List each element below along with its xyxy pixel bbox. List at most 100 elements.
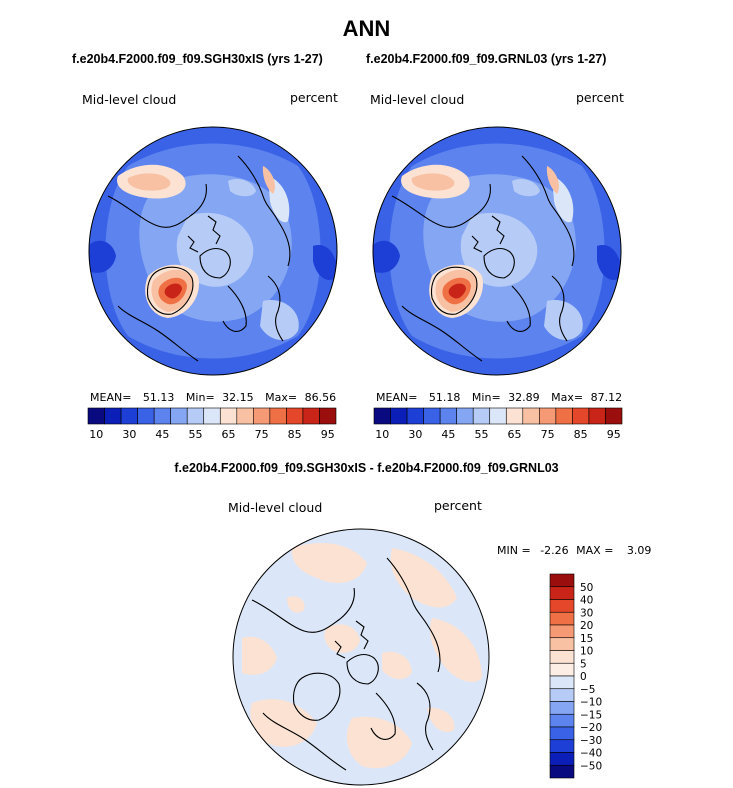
panel2-colorbar-box [373, 407, 391, 425]
main-title: ANN [342, 16, 391, 41]
panel1-colorbar-box [104, 407, 122, 425]
diff-colorbar-box [549, 637, 575, 651]
diff-units-label: percent [434, 498, 482, 513]
diff-colorbar-tick-label: 0 [580, 671, 587, 683]
panel2-mean-label: MEAN= [376, 391, 418, 404]
panel2-max-value: 87.12 [590, 391, 623, 404]
diff-colorbar-box [549, 739, 575, 753]
diff-colorbar-tick-label: −20 [580, 722, 602, 734]
panel2-colorbar-tick-label: 45 [441, 428, 455, 441]
panel1-colorbar-box [87, 407, 105, 425]
panel2-field-label: Mid-level cloud [370, 92, 465, 107]
panel2-units-label: percent [576, 90, 624, 105]
panel2-colorbar-box [406, 407, 424, 425]
diff-colorbar-tick-label: 50 [580, 582, 593, 594]
panel2-colorbar-box [522, 407, 540, 425]
panel1-colorbar-box [186, 407, 205, 425]
panel1-colorbar-tick-label: 10 [89, 428, 103, 441]
diff-colorbar-tick-label: −30 [580, 735, 602, 747]
panel2-colorbar-tick-label: 55 [474, 428, 488, 441]
panel2-colorbar-box [456, 407, 474, 425]
panel2-colorbar-box [505, 407, 524, 425]
panel2-colorbar-box [555, 407, 573, 425]
panel1-max-value: 86.56 [304, 391, 337, 404]
panel2-colorbar-tick-label: 85 [574, 428, 588, 441]
panel1-case-title: f.e20b4.F2000.f09_f09.SGH30xIS (yrs 1-27… [72, 52, 323, 66]
diff-colorbar-box [549, 764, 575, 779]
panel2-max-label: Max= [551, 391, 584, 404]
panel2-colorbar-box [439, 407, 457, 425]
diff-min-value: -2.26 [540, 544, 569, 557]
diff-colorbar-tick-label: 15 [580, 633, 593, 645]
diff-colorbar-tick-label: 20 [580, 620, 593, 632]
panel1-colorbar: 10 30 45 55 65 75 85 95 [87, 407, 337, 441]
panel2-colorbar-box [588, 407, 606, 425]
panel1-max-label: Max= [265, 391, 298, 404]
panel1-colorbar-box [170, 407, 188, 425]
panel1-colorbar-box [269, 407, 287, 425]
panel2-colorbar: 10 30 45 55 65 75 85 95 [373, 407, 623, 441]
panel2-colorbar-box [489, 407, 507, 425]
panel2-colorbar-tick-label: 30 [408, 428, 422, 441]
panel2-colorbar-tick-label: 10 [375, 428, 389, 441]
panel2-colorbar-box [572, 407, 590, 425]
diff-colorbar-tick-label: 40 [580, 595, 593, 607]
diff-field-label: Mid-level cloud [228, 500, 323, 515]
diff-colorbar-box [549, 586, 575, 600]
panel1-colorbar-tick-label: 85 [288, 428, 302, 441]
panel1-colorbar-tick-label: 30 [122, 428, 136, 441]
panel1-min-value: 32.15 [222, 391, 254, 404]
diff-colorbar-tick-label: 30 [580, 607, 593, 619]
diff-max-label: MAX = [576, 544, 614, 557]
diff-colorbar-box [549, 662, 575, 677]
panel2-colorbar-tick-label: 65 [508, 428, 522, 441]
diff-max-value: 3.09 [626, 544, 652, 557]
panel1-mean-value: 51.13 [142, 391, 175, 404]
panel2-colorbar-tick-label: 95 [607, 428, 621, 441]
panel1-colorbar-box [219, 407, 238, 425]
panel1-colorbar-box [302, 407, 320, 425]
panel1-colorbar-box [286, 407, 304, 425]
diff-colorbar-box [549, 599, 575, 613]
diff-colorbar-box [549, 573, 575, 588]
diff-colorbar-tick-label: −15 [580, 709, 602, 721]
panel2-min-value: 32.89 [508, 391, 540, 404]
diff-colorbar-box [549, 688, 575, 702]
panel2-colorbar-tick-label: 75 [541, 428, 555, 441]
diff-colorbar-box [549, 701, 575, 715]
panel1-field-label: Mid-level cloud [82, 92, 177, 107]
diff-colorbar-box [549, 611, 575, 626]
diff-colorbar-tick-label: −10 [580, 697, 602, 709]
panel1-colorbar-box [203, 407, 221, 425]
panel1-colorbar-tick-label: 95 [321, 428, 335, 441]
panel2-min-label: Min= [471, 391, 501, 404]
panel1-polar-map [88, 126, 338, 376]
panel2-colorbar-box [390, 407, 408, 425]
diff-colorbar-box [549, 726, 575, 741]
panel2-polar-map [372, 126, 622, 376]
panel1-colorbar-box [319, 407, 337, 425]
panel1-colorbar-tick-label: 65 [222, 428, 236, 441]
panel2-case-title: f.e20b4.F2000.f09_f09.GRNL03 (yrs 1-27) [366, 52, 607, 66]
diff-stats: MIN = -2.26 MAX = 3.09 [497, 544, 651, 557]
diff-colorbar-box [549, 675, 575, 690]
diff-colorbar-tick-label: 10 [580, 646, 593, 658]
diff-case-title: f.e20b4.F2000.f09_f09.SGH30xIS - f.e20b4… [174, 461, 559, 475]
panel2-stats: MEAN= 51.18 Min= 32.89 Max= 87.12 [376, 391, 622, 404]
panel1-colorbar-box [120, 407, 138, 425]
panel1-units-label: percent [290, 90, 338, 105]
panel1-colorbar-tick-label: 75 [255, 428, 269, 441]
panel2-colorbar-box [423, 407, 441, 425]
panel1-stats: MEAN= 51.13 Min= 32.15 Max= 86.56 [90, 391, 336, 404]
diff-colorbar-box [549, 650, 575, 664]
diff-polar-map [232, 528, 490, 786]
panel2-colorbar-box [605, 407, 623, 425]
diff-min-label: MIN = [497, 544, 531, 557]
diff-colorbar-box [549, 713, 575, 728]
panel1-min-label: Min= [185, 391, 215, 404]
diff-colorbar-box [549, 624, 575, 639]
diff-colorbar-box [549, 752, 575, 766]
diff-colorbar-tick-label: −40 [580, 748, 602, 760]
panel1-colorbar-tick-label: 45 [155, 428, 169, 441]
